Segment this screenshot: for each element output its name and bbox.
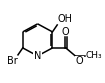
Text: O: O xyxy=(62,27,70,37)
Text: N: N xyxy=(34,51,41,61)
Text: O: O xyxy=(76,56,83,66)
Text: CH₃: CH₃ xyxy=(85,51,102,60)
Text: Br: Br xyxy=(7,56,18,66)
Text: OH: OH xyxy=(58,14,73,24)
